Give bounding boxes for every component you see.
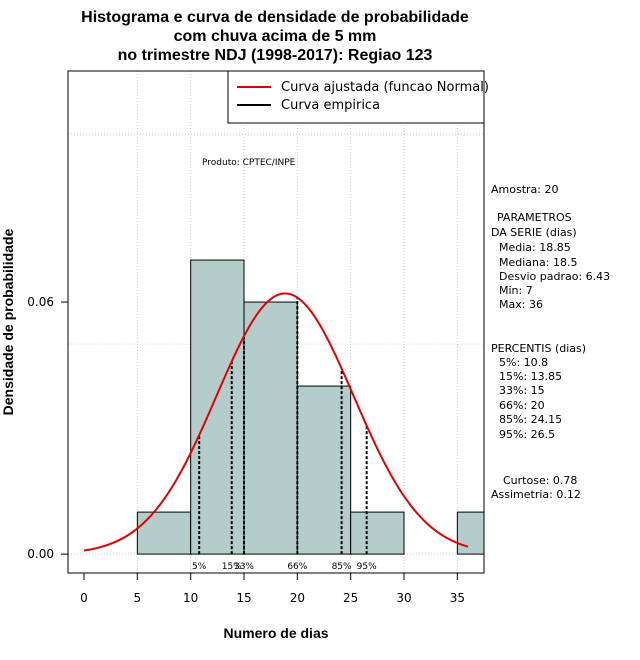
y-tick-label: 0.06 xyxy=(27,295,54,309)
stat-assimetria: Assimetria: 0.12 xyxy=(491,488,581,501)
x-tick-label: 15 xyxy=(236,591,251,605)
percentile-label: 15% xyxy=(222,562,242,572)
stat-amostra: Amostra: 20 xyxy=(491,183,558,196)
stat-media: Media: 18.85 xyxy=(499,241,571,254)
stat-p95: 95%: 26.5 xyxy=(499,428,555,441)
x-axis: 0 5 10 15 20 25 30 35 xyxy=(80,572,465,605)
stat-p5: 5%: 10.8 xyxy=(499,356,548,369)
percentile-label: 95% xyxy=(357,562,377,572)
stats-panel: Amostra: 20 PARAMETROS DA SERIE (dias) M… xyxy=(491,183,610,501)
legend-label-normal: Curva ajustada (funcao Normal) xyxy=(281,80,489,95)
histogram-bar xyxy=(350,511,405,555)
x-tick-label: 25 xyxy=(343,591,358,605)
stat-mediana: Mediana: 18.5 xyxy=(499,256,577,269)
y-axis-title: Densidade de probabilidade xyxy=(0,228,16,415)
fitted-normal-curve xyxy=(83,292,469,552)
x-tick-label: 0 xyxy=(80,591,88,605)
stat-p85: 85%: 24.15 xyxy=(499,413,562,426)
x-tick-label: 20 xyxy=(290,591,305,605)
x-tick-label: 35 xyxy=(450,591,465,605)
histogram-bar xyxy=(190,259,245,555)
stat-parametros-title: PARAMETROS xyxy=(497,211,572,224)
histogram-bar xyxy=(136,511,192,555)
chart-title-line-1: Histograma e curva de densidade de proba… xyxy=(81,9,469,26)
stat-min: Min: 7 xyxy=(499,284,533,297)
chart-title-line-3: no trimestre NDJ (1998-2017): Regiao 123 xyxy=(118,47,433,64)
percentile-markers: 5% 15%33% 66% 85% 95% xyxy=(192,297,377,572)
x-tick-label: 30 xyxy=(396,591,411,605)
legend: Curva ajustada (funcao Normal) Curva emp… xyxy=(227,70,489,124)
stat-parametros-subtitle: DA SERIE (dias) xyxy=(491,226,577,239)
stat-p33: 33%: 15 xyxy=(499,384,545,397)
y-axis: 0.00 0.06 xyxy=(27,295,69,561)
histogram-bar xyxy=(456,511,485,555)
x-axis-title: Numero de dias xyxy=(223,625,328,641)
x-tick-label: 10 xyxy=(183,591,198,605)
stat-p15: 15%: 13.85 xyxy=(499,370,562,383)
stat-max: Max: 36 xyxy=(499,298,543,311)
histogram-bar xyxy=(296,385,352,555)
producer-note: Produto: CPTEC/INPE xyxy=(202,158,296,168)
legend-box xyxy=(227,70,485,124)
percentile-label: 33% xyxy=(234,562,254,572)
legend-label-empirical: Curva empirica xyxy=(281,98,380,113)
stat-p66: 66%: 20 xyxy=(499,399,545,412)
percentile-label: 85% xyxy=(332,562,352,572)
stat-percentis-title: PERCENTIS (dias) xyxy=(491,342,586,355)
stat-desvio: Desvio padrao: 6.43 xyxy=(499,270,610,283)
x-tick-label: 5 xyxy=(134,591,142,605)
histogram-bars xyxy=(136,259,485,555)
stat-curtose: Curtose: 0.78 xyxy=(503,474,577,487)
y-tick-label: 0.00 xyxy=(27,547,54,561)
percentile-label: 66% xyxy=(287,562,307,572)
chart-title-line-2: com chuva acima de 5 mm xyxy=(174,28,377,45)
percentile-label: 5% xyxy=(192,562,207,572)
histogram-bar xyxy=(243,301,298,555)
